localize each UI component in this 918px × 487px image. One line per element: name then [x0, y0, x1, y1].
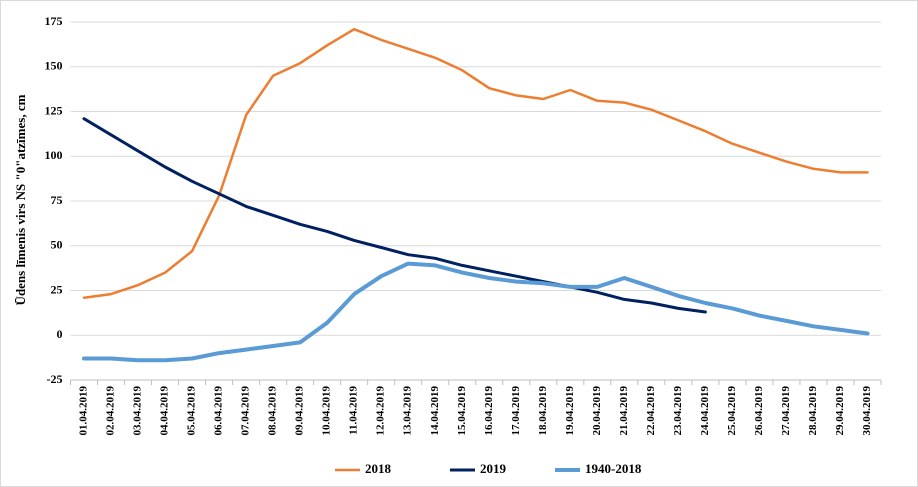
x-tick-label: 03.04.2019 [132, 386, 144, 436]
x-tick-label: 28.04.2019 [807, 386, 819, 436]
legend-label: 1940-2018 [585, 461, 642, 476]
x-tick-label: 21.04.2019 [618, 386, 630, 436]
x-tick-label: 06.04.2019 [213, 386, 225, 436]
legend-label: 2018 [365, 461, 392, 476]
x-tick-label: 04.04.2019 [159, 386, 171, 436]
y-tick-label: 25 [51, 282, 63, 296]
x-tick-label: 11.04.2019 [348, 386, 360, 435]
x-tick-label: 15.04.2019 [456, 386, 468, 436]
y-axis-label: Ūdens līmenis virs NS "0"atzīmes, cm [13, 94, 28, 305]
x-tick-label: 13.04.2019 [402, 386, 414, 436]
x-tick-label: 27.04.2019 [780, 386, 792, 436]
x-tick-label: 05.04.2019 [186, 386, 198, 436]
x-tick-label: 26.04.2019 [753, 386, 765, 436]
x-tick-label: 18.04.2019 [537, 386, 549, 436]
x-tick-label: 22.04.2019 [645, 386, 657, 436]
x-tick-label: 25.04.2019 [726, 386, 738, 436]
x-tick-label: 20.04.2019 [591, 386, 603, 436]
y-tick-label: 50 [51, 238, 63, 252]
x-tick-label: 29.04.2019 [834, 386, 846, 436]
series-line [82, 117, 707, 314]
y-tick-label: 100 [45, 148, 63, 162]
y-tick-label: 150 [45, 59, 63, 73]
y-tick-label: 0 [57, 327, 63, 341]
x-tick-label: 12.04.2019 [375, 386, 387, 436]
x-tick-label: 08.04.2019 [267, 386, 279, 436]
x-tick-label: 23.04.2019 [672, 386, 684, 436]
x-tick-label: 02.04.2019 [105, 386, 117, 436]
series-line [82, 27, 869, 299]
y-tick-label: 125 [45, 103, 63, 117]
x-tick-label: 24.04.2019 [699, 386, 711, 436]
x-tick-label: 10.04.2019 [321, 386, 333, 436]
y-tick-label: 75 [51, 193, 63, 207]
x-tick-label: 07.04.2019 [240, 386, 252, 436]
x-tick-label: 19.04.2019 [564, 386, 576, 436]
x-tick-label: 09.04.2019 [294, 386, 306, 436]
legend-label: 2019 [480, 461, 507, 476]
x-tick-label: 17.04.2019 [510, 386, 522, 436]
x-tick-label: 14.04.2019 [429, 386, 441, 436]
x-tick-label: 30.04.2019 [861, 386, 873, 436]
x-tick-label: 16.04.2019 [483, 386, 495, 436]
y-tick-label: 175 [45, 14, 63, 28]
y-tick-label: -25 [47, 372, 63, 386]
x-tick-label: 01.04.2019 [78, 386, 90, 436]
series-line [82, 261, 870, 363]
